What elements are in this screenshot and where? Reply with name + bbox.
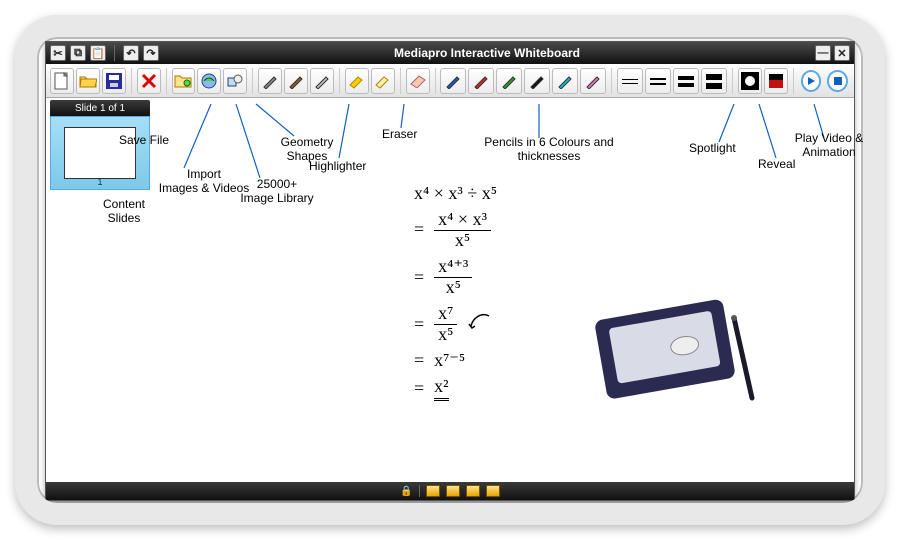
open-file-button[interactable] [76, 68, 100, 94]
pen-silver-button[interactable] [310, 68, 334, 94]
label-play: Play Video & Animation [779, 132, 879, 160]
window-title: Mediapro Interactive Whiteboard [163, 46, 811, 60]
label-reveal: Reveal [758, 158, 795, 172]
play-button[interactable] [801, 70, 821, 92]
slide-number: 1 [97, 177, 102, 187]
label-pencils: Pencils in 6 Colours and thicknesses [464, 136, 634, 164]
geometry-shapes-button[interactable] [223, 68, 247, 94]
graphics-tablet-image [584, 278, 759, 413]
close-button[interactable]: ✕ [834, 45, 850, 61]
pen-gray-button[interactable] [258, 68, 282, 94]
stop-button[interactable] [827, 70, 847, 92]
pencil-6-button[interactable] [580, 68, 606, 94]
lock-icon[interactable]: 🔒 [400, 486, 412, 497]
thickness-1-button[interactable] [617, 68, 643, 94]
eraser-button[interactable] [406, 68, 430, 94]
label-content-slides: Content Slides [74, 198, 174, 226]
pencil-1-button[interactable] [440, 68, 466, 94]
thickness-8-button[interactable] [701, 68, 727, 94]
import-media-button[interactable] [172, 68, 196, 94]
save-file-button[interactable] [102, 68, 126, 94]
thickness-3-button[interactable] [645, 68, 671, 94]
pencil-2-button[interactable] [468, 68, 494, 94]
label-eraser: Eraser [382, 128, 417, 142]
new-file-button[interactable] [50, 68, 74, 94]
pen-brown-button[interactable] [284, 68, 308, 94]
layer-icon[interactable] [446, 485, 460, 497]
main-toolbar [46, 64, 854, 98]
pencil-5-button[interactable] [552, 68, 578, 94]
image-library-button[interactable] [197, 68, 221, 94]
redo-icon[interactable]: ↷ [143, 45, 159, 61]
label-image-library: 25000+ Image Library [222, 178, 332, 206]
highlighter-2-button[interactable] [371, 68, 395, 94]
delete-button[interactable] [137, 68, 161, 94]
layer-icon[interactable] [426, 485, 440, 497]
canvas[interactable]: x⁴ × x³ ÷ x⁵=x⁴ × x³x⁵=x⁴⁺³x⁵=x⁷x⁵=x⁷⁻⁵=… [154, 98, 854, 482]
app-window: ✂ ⧉ 📋 ↶ ↷ Mediapro Interactive Whiteboar… [45, 41, 855, 501]
layer-icon[interactable] [466, 485, 480, 497]
label-save-file: Save File [119, 134, 169, 148]
pencil-4-button[interactable] [524, 68, 550, 94]
slide-thumbnail[interactable]: 1 [50, 116, 150, 190]
slides-sidebar: Slide 1 of 1 1 [46, 98, 154, 482]
bottom-bar: 🔒 [46, 482, 854, 500]
thickness-5-button[interactable] [673, 68, 699, 94]
reveal-button[interactable] [764, 68, 788, 94]
label-spotlight: Spotlight [689, 142, 736, 156]
slide-counter: Slide 1 of 1 [50, 100, 150, 116]
copy-icon[interactable]: ⧉ [70, 45, 86, 61]
cut-icon[interactable]: ✂ [50, 45, 66, 61]
label-highlighter: Highlighter [309, 160, 366, 174]
spotlight-button[interactable] [738, 68, 762, 94]
paste-icon[interactable]: 📋 [90, 45, 106, 61]
layer-icon[interactable] [486, 485, 500, 497]
pencil-3-button[interactable] [496, 68, 522, 94]
titlebar: ✂ ⧉ 📋 ↶ ↷ Mediapro Interactive Whiteboar… [46, 42, 854, 64]
undo-icon[interactable]: ↶ [123, 45, 139, 61]
minimize-button[interactable]: — [815, 45, 831, 61]
highlighter-1-button[interactable] [345, 68, 369, 94]
